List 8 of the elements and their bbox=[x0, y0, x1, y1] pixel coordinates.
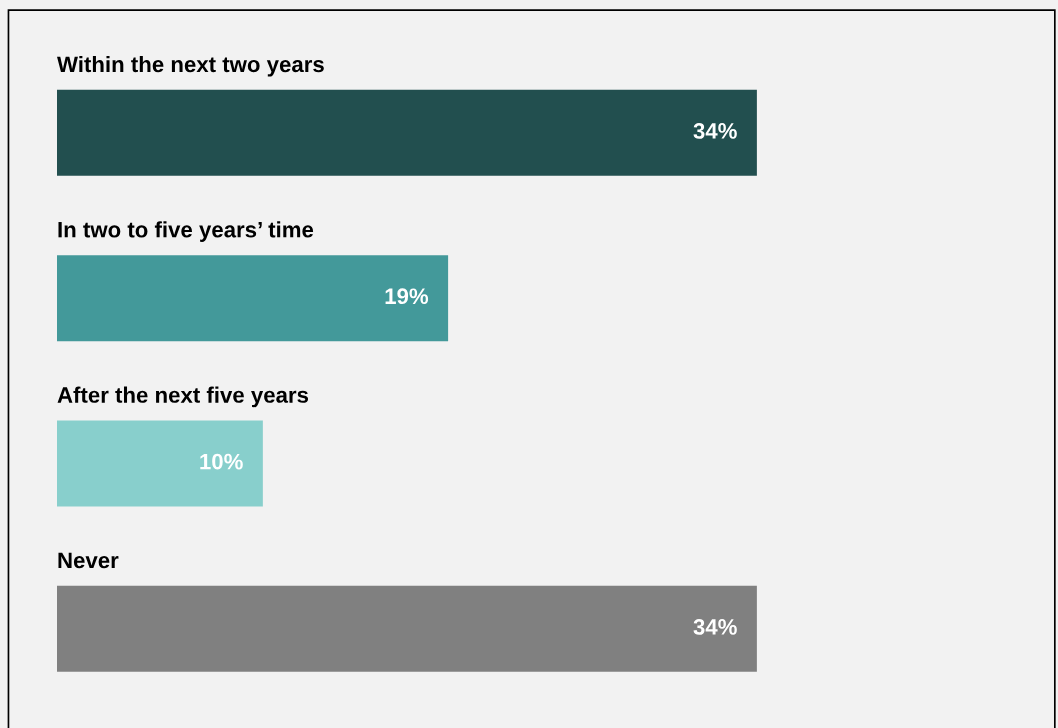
y-tick-label: In two to five years’ time bbox=[58, 221, 314, 242]
y-tick-label: Within the next two years bbox=[57, 55, 324, 77]
data-label: 34% bbox=[693, 123, 737, 139]
data-label: 19% bbox=[385, 288, 429, 305]
y-tick-label: Never bbox=[58, 552, 119, 569]
data-label: 10% bbox=[200, 453, 243, 470]
y-tick-label: After the next five years bbox=[57, 386, 309, 408]
data-label: 34% bbox=[693, 619, 737, 635]
